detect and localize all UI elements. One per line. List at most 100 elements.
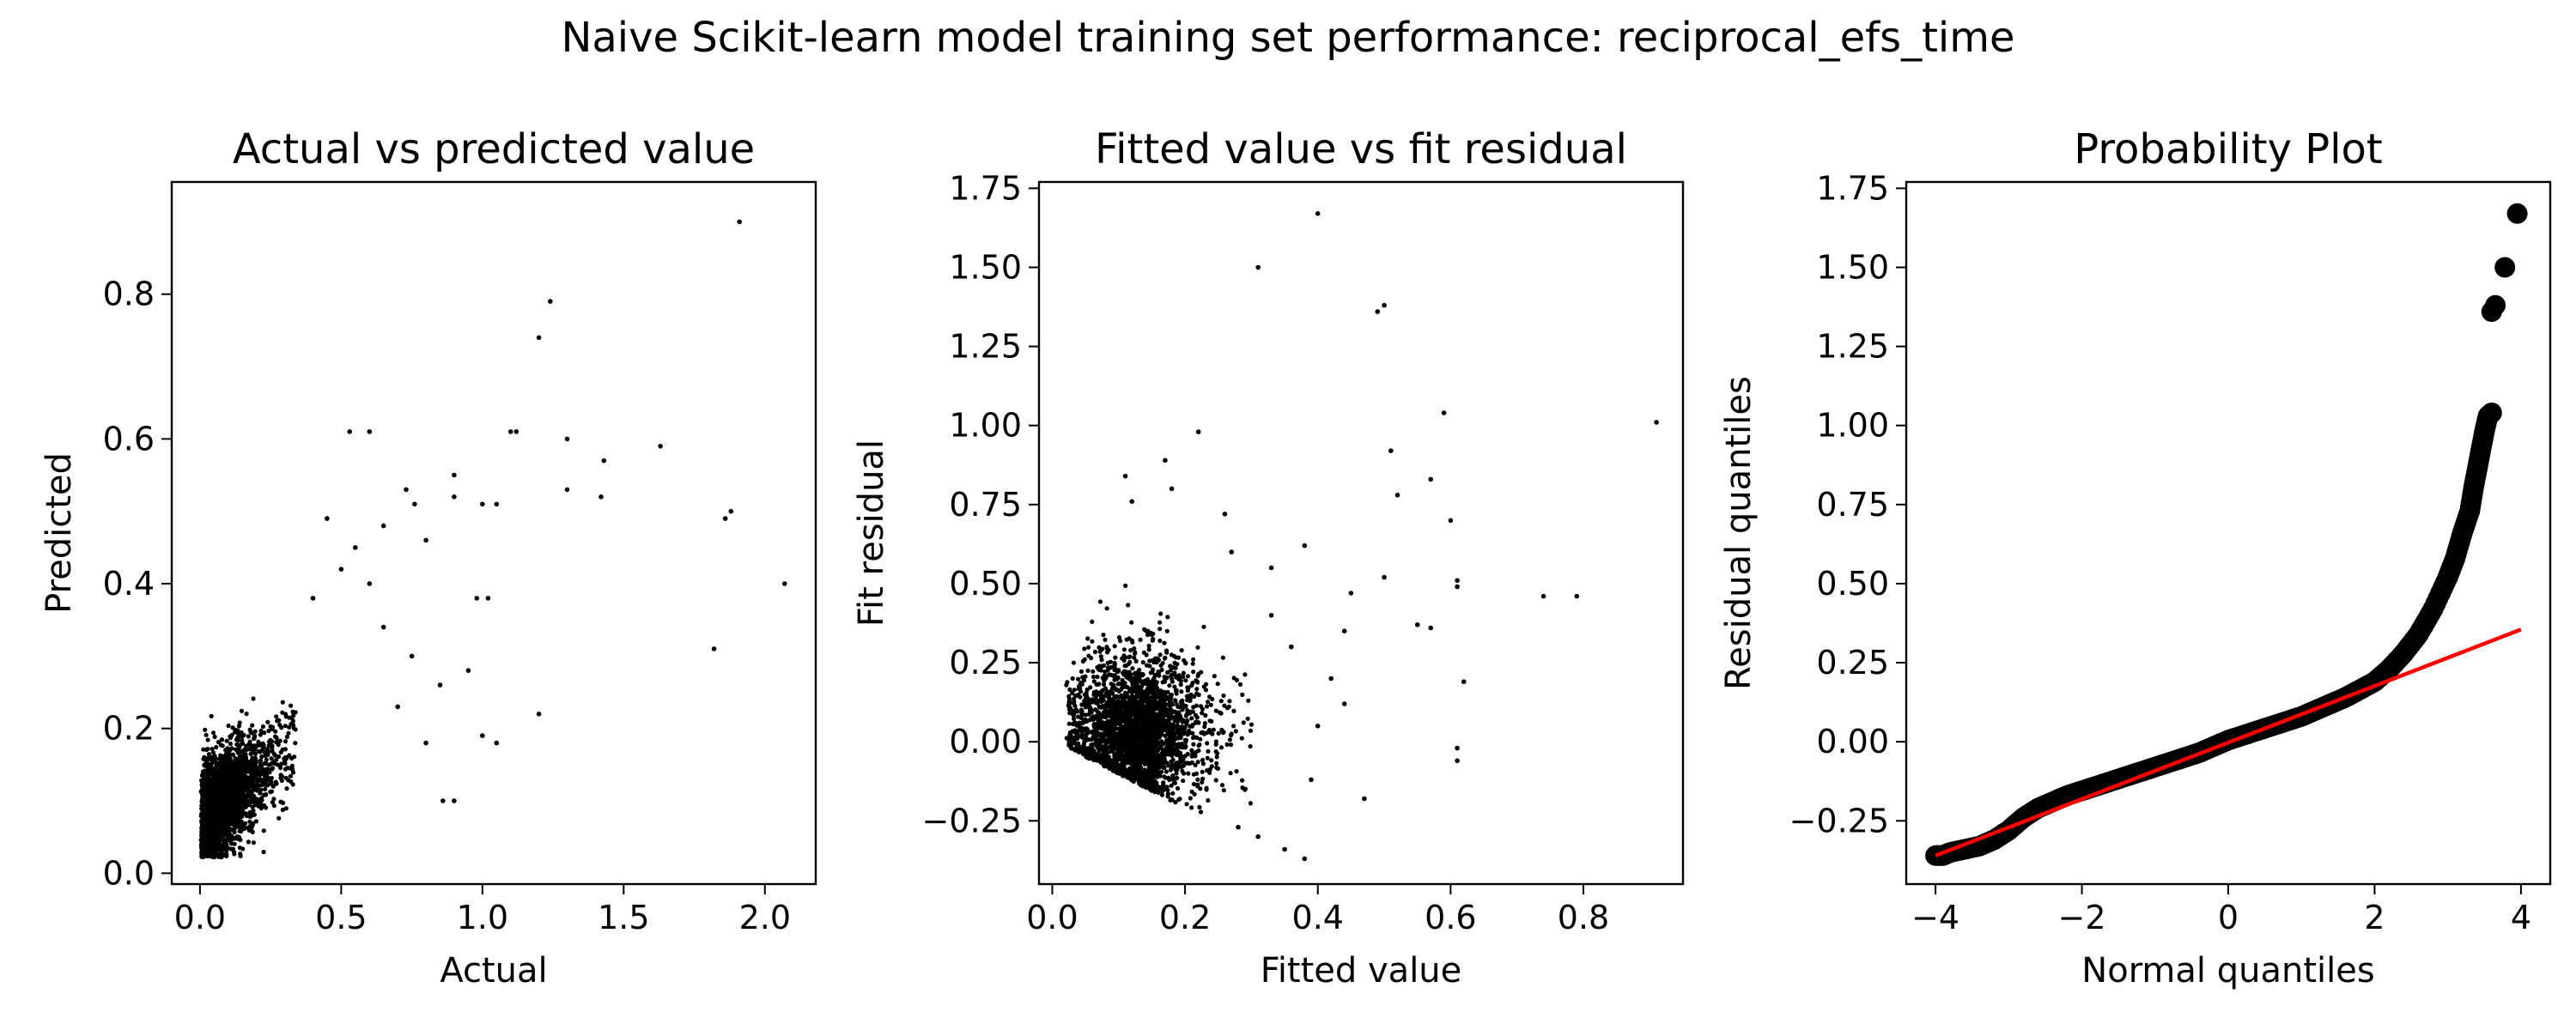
cloud-point <box>1189 682 1194 688</box>
cloud-point <box>240 734 245 739</box>
cloud-point <box>254 788 259 793</box>
cloud-point <box>264 791 269 797</box>
cloud-point <box>1130 682 1135 688</box>
cloud-point <box>266 743 271 748</box>
cloud-point <box>1140 660 1145 665</box>
cloud-point <box>1227 699 1232 704</box>
cloud-point <box>1123 670 1128 675</box>
cloud-point <box>221 765 226 770</box>
cloud-point <box>1219 783 1225 788</box>
cloud-point <box>1171 671 1176 676</box>
cloud-point <box>263 786 268 792</box>
cloud-point <box>1142 753 1147 758</box>
cloud-point <box>1126 655 1131 660</box>
cloud-point <box>287 724 292 730</box>
cloud-point <box>1141 769 1146 774</box>
cloud-point <box>258 791 263 796</box>
cloud-point <box>243 756 248 761</box>
cloud-point <box>206 772 211 778</box>
cloud-point <box>258 772 263 778</box>
cloud-point <box>266 728 271 734</box>
cloud-point <box>283 747 288 752</box>
cloud-point <box>237 760 242 765</box>
data-point <box>737 219 742 225</box>
cloud-point <box>201 822 207 828</box>
cloud-point <box>200 784 205 789</box>
data-point <box>507 429 513 434</box>
cloud-point <box>221 803 227 808</box>
cloud-point <box>1079 732 1085 737</box>
cloud-point <box>1228 771 1233 776</box>
cloud-point <box>212 803 217 808</box>
data-point <box>564 436 570 442</box>
cloud-point <box>1151 677 1156 682</box>
cloud-point <box>218 853 223 858</box>
cloud-point <box>218 742 223 748</box>
cloud-point <box>1075 736 1080 741</box>
cloud-point <box>1176 704 1181 710</box>
cloud-point <box>1092 649 1098 655</box>
cloud-point <box>1091 674 1097 680</box>
cloud-point <box>246 734 251 739</box>
data-point <box>409 653 415 659</box>
cloud-point <box>1165 794 1170 799</box>
cloud-point <box>272 761 277 766</box>
cloud-point <box>231 763 236 768</box>
cloud-point <box>1242 787 1248 792</box>
cloud-point <box>220 824 225 829</box>
cloud-point <box>1097 704 1102 710</box>
cloud-point <box>1212 674 1217 679</box>
cloud-point <box>232 730 238 735</box>
cloud-point <box>1152 779 1157 784</box>
cloud-point <box>216 779 222 785</box>
cloud-point <box>205 854 211 859</box>
cloud-point <box>1246 698 1251 703</box>
cloud-point <box>292 754 297 760</box>
cloud-point <box>1189 789 1194 794</box>
cloud-point <box>212 759 217 764</box>
cloud-point <box>260 724 265 730</box>
cloud-point <box>252 797 257 802</box>
cloud-point <box>287 753 292 758</box>
cloud-point <box>1191 782 1197 787</box>
cloud-point <box>1078 669 1084 675</box>
cloud-point <box>233 771 238 776</box>
cloud-point <box>258 777 263 782</box>
cloud-point <box>210 730 216 736</box>
cloud-point <box>1145 678 1151 683</box>
cloud-point <box>1181 779 1186 784</box>
cloud-point <box>232 841 237 846</box>
cloud-point <box>209 846 214 852</box>
cloud-point <box>201 747 206 752</box>
cloud-point <box>264 761 269 766</box>
cloud-point <box>1176 742 1182 747</box>
cloud-point <box>231 776 236 782</box>
cloud-point <box>211 772 216 779</box>
cloud-point <box>1132 646 1137 651</box>
cloud-point <box>1145 772 1150 778</box>
cloud-point <box>216 839 222 845</box>
cloud-point <box>1097 716 1103 722</box>
cloud-point <box>279 725 284 730</box>
cloud-point <box>243 825 248 831</box>
cloud-point <box>1242 672 1248 677</box>
cloud-point <box>283 739 289 744</box>
cloud-point <box>1118 639 1123 644</box>
cloud-point <box>1190 722 1195 728</box>
cloud-point <box>1224 742 1230 748</box>
cloud-point <box>1121 647 1127 652</box>
cloud-point <box>248 759 254 764</box>
data-point <box>536 335 542 341</box>
cloud-point <box>1145 633 1151 638</box>
cloud-point <box>1200 757 1206 763</box>
cloud-point <box>1084 690 1089 696</box>
cloud-point <box>1087 711 1092 716</box>
cloud-point <box>276 742 281 748</box>
cloud-point <box>253 819 258 824</box>
cloud-point <box>235 742 240 748</box>
cloud-point <box>1150 700 1155 705</box>
cloud-point <box>1185 732 1190 737</box>
panel-title: Actual vs predicted value <box>233 125 755 173</box>
cloud-point <box>228 839 234 844</box>
